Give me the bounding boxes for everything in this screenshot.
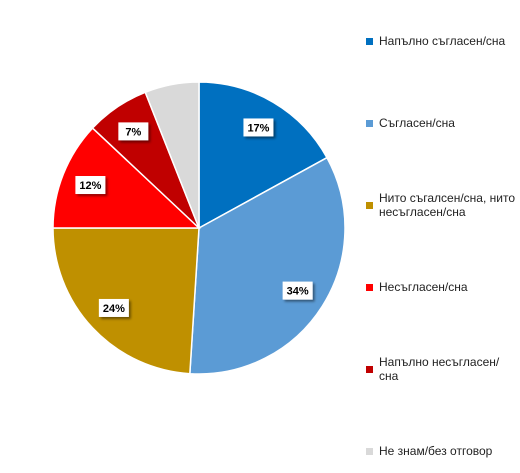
legend-item: Съгласен/сна — [366, 82, 518, 164]
data-label-text: 12% — [79, 180, 101, 192]
data-label: 17% — [243, 118, 274, 137]
legend-swatch — [366, 365, 373, 373]
data-label-box — [118, 122, 149, 141]
data-label: 24% — [98, 298, 129, 317]
legend-label: Нито съгалсен/сна, нито несъгласен/сна — [379, 191, 515, 219]
legend-swatch — [366, 37, 373, 45]
data-label: 34% — [282, 281, 313, 300]
pie-slice — [189, 156, 346, 375]
legend-label: Напълно несъгласен/сна — [379, 355, 500, 383]
pie-slice — [144, 81, 200, 229]
data-label: 12% — [75, 176, 106, 195]
legend-label: Напълно съгласен/сна — [379, 34, 506, 48]
data-label-box — [282, 281, 313, 300]
legend-item: Не знам/без отговор — [366, 410, 518, 473]
data-label-box — [98, 298, 129, 317]
data-label-text: 7% — [125, 126, 141, 138]
legend-label: Несъгласен/сна — [379, 280, 468, 294]
data-label-text: 34% — [287, 285, 309, 297]
data-label-text: 17% — [247, 122, 269, 134]
legend-label: Не знам/без отговор — [379, 444, 493, 458]
pie-slice — [52, 126, 201, 229]
data-label-box — [243, 118, 274, 137]
legend-swatch — [366, 201, 373, 209]
legend-swatch — [366, 119, 373, 127]
legend-swatch — [366, 447, 373, 455]
legend-item: Напълно съгласен/сна — [366, 0, 518, 82]
data-label: 7% — [118, 122, 149, 141]
legend-item: Нито съгалсен/сна, нито несъгласен/сна — [366, 164, 518, 246]
legend-swatch — [366, 283, 373, 291]
pie-slice — [198, 81, 328, 230]
legend: Напълно съгласен/сна Съгласен/сна Нито съг… — [366, 0, 518, 473]
data-label-box — [75, 176, 106, 195]
legend-item: Несъгласен/сна — [366, 246, 518, 328]
legend-label: Съгласен/сна — [379, 116, 455, 130]
pie-area: 17% 34% 24% 12% 7% — [52, 81, 346, 375]
legend-item: Напълно несъгласен/сна — [366, 328, 518, 410]
data-label-text: 24% — [103, 303, 125, 315]
